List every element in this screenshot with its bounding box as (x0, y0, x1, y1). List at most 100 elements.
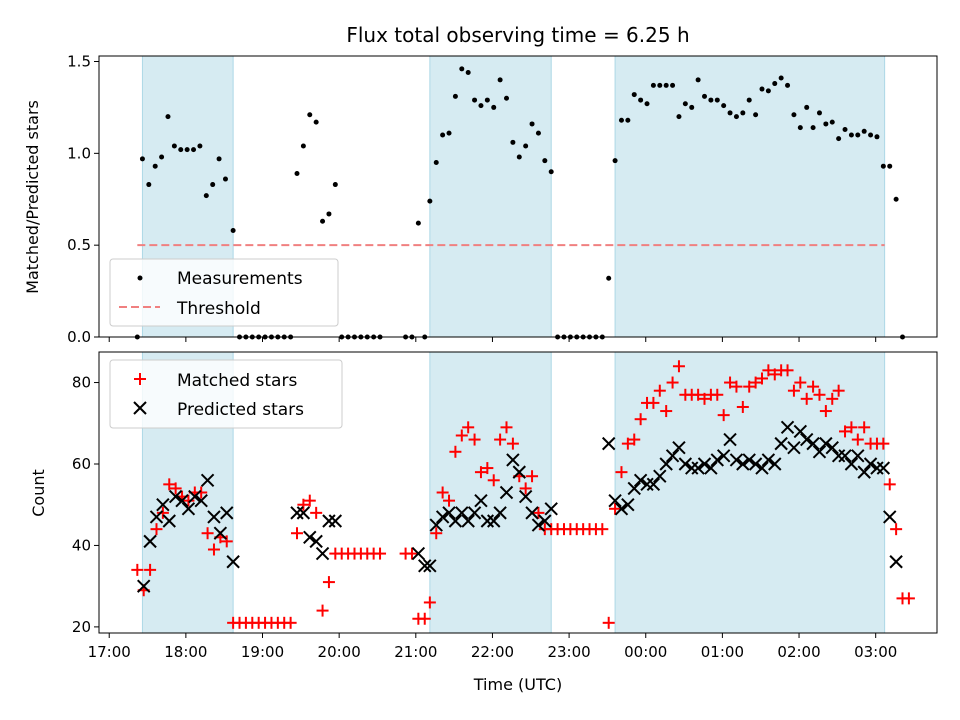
measurement-point (829, 119, 835, 125)
measurement-point (510, 139, 516, 145)
predicted-star-point (175, 493, 189, 508)
measurement-point (618, 117, 624, 123)
predicted-star-point (723, 432, 737, 447)
matched-star-point (730, 380, 743, 393)
predicted-star-point (455, 506, 469, 520)
matched-star-point (423, 596, 436, 609)
y-tick-label: 0.0 (67, 328, 91, 346)
matched-star-point (374, 547, 387, 560)
matched-star-point (169, 482, 182, 495)
matched-star-point (519, 482, 532, 495)
predicted-star-point (678, 457, 693, 471)
bottom-shaded-intervals (141, 352, 886, 633)
measurement-point (320, 218, 326, 224)
predicted-star-point (328, 514, 343, 528)
matched-star-point (163, 478, 176, 491)
predicted-star-point (716, 449, 731, 463)
bottom-panel: 20 40 60 80 17:00 18:00 19:00 20:00 21:00 22:00 23… (29, 351, 938, 694)
matched-star-point (291, 527, 304, 540)
predicted-star-point (710, 453, 724, 467)
matched-star-point (468, 433, 481, 446)
top-shaded-intervals (141, 56, 886, 337)
matched-star-point (813, 388, 826, 401)
predicted-star-point (461, 514, 475, 528)
predicted-star-point (729, 453, 744, 467)
x-tick-label: 21:00 (394, 643, 437, 661)
measurement-point (733, 114, 739, 120)
measurement-point (529, 121, 535, 127)
matched-star-point (698, 392, 711, 405)
matched-star-point (455, 429, 468, 442)
matched-star-point (845, 421, 858, 434)
matched-star-point (310, 506, 323, 519)
measurement-point (152, 163, 158, 169)
measurement-point (702, 93, 708, 99)
matched-star-point (902, 592, 915, 605)
measurement-point (478, 103, 484, 109)
matched-star-point (839, 425, 852, 438)
top-legend-box (109, 258, 339, 327)
x-tick-label: 17:00 (88, 643, 131, 661)
legend-matched-label: Matched stars (177, 371, 297, 391)
predicted-star-point (194, 493, 208, 508)
predicted-star-point (799, 432, 814, 447)
shaded-interval (615, 352, 885, 633)
predicted-star-point (531, 518, 546, 532)
matched-star-point (826, 392, 839, 405)
measurement-point (542, 158, 548, 164)
matched-star-point (851, 433, 864, 446)
bottom-legend-box (109, 359, 343, 429)
predicted-star-point (429, 518, 443, 532)
predicted-star-point (614, 502, 629, 516)
matched-star-point (443, 494, 456, 507)
predicted-star-point (883, 510, 897, 524)
measurement-point (146, 182, 152, 188)
matched-star-point (787, 384, 800, 397)
matched-star-point (736, 400, 749, 413)
predicted-star-point (742, 453, 756, 467)
predicted-star-point (448, 514, 463, 528)
measurement-point (191, 147, 197, 153)
measurement-point (326, 211, 332, 217)
predicted-star-point (181, 502, 196, 516)
predicted-star-point (474, 493, 488, 508)
measurement-point (203, 193, 209, 199)
matched-star-point (532, 506, 545, 519)
x-tick-label: 20:00 (318, 643, 361, 661)
measurement-point (294, 171, 300, 177)
bottom-legend: Matched stars Predicted stars (109, 359, 343, 429)
measurement-point (484, 97, 490, 103)
predicted-star-point (640, 477, 654, 492)
measurement-point (893, 196, 899, 202)
predicted-star-point (499, 485, 514, 500)
predicted-star-point (303, 530, 317, 545)
predicted-star-point (518, 489, 533, 504)
legend-predicted-marker (133, 401, 147, 415)
matched-star-point (890, 523, 903, 536)
matched-star-point (182, 494, 195, 507)
predicted-star-point (825, 440, 839, 455)
matched-star-point (297, 498, 310, 511)
measurement-point (727, 110, 733, 116)
x-axis-label: Time (UTC) (473, 675, 562, 694)
predicted-star-point (435, 510, 450, 524)
matched-star-point (628, 433, 641, 446)
measurement-point (804, 104, 810, 110)
predicted-star-point (685, 461, 699, 475)
matched-star-point (131, 563, 144, 576)
predicted-star-point (704, 461, 718, 475)
matched-star-point (877, 437, 890, 450)
shaded-interval (429, 56, 552, 337)
matched-star-point (653, 384, 666, 397)
predicted-star-point (290, 506, 304, 520)
predicted-star-point (736, 457, 750, 471)
measurement-point (139, 156, 145, 162)
bottom-axes: 20 40 60 80 17:00 18:00 19:00 20:00 21:00 22:00 23… (72, 351, 938, 661)
predicted-star-point (621, 498, 635, 512)
x-tick-label: 00:00 (624, 643, 667, 661)
measurement-point (452, 93, 458, 99)
matched-star-point (883, 478, 896, 491)
measurement-point (516, 154, 522, 160)
predicted-star-point (137, 579, 151, 593)
